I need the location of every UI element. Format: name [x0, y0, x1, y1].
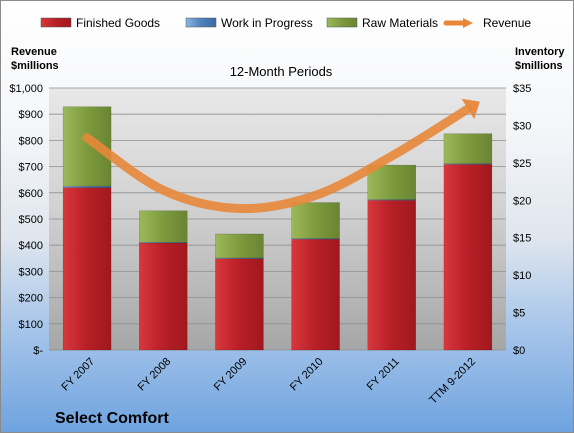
right-tick-label: $0: [513, 345, 525, 357]
bar-finished-goods: [443, 164, 493, 351]
bar-raw-materials: [443, 133, 493, 164]
x-tick-label: FY 2007: [59, 356, 97, 394]
x-tick-label: TTM 9-2012: [427, 356, 478, 407]
right-tick-label: $15: [513, 233, 531, 245]
chart-title: 12-Month Periods: [230, 64, 333, 79]
right-axis-ticks: $0 $5 $10 $15 $20 $25 $30 $35: [513, 83, 531, 357]
left-tick-label: $300: [19, 266, 43, 278]
revenue-line-path: [82, 104, 473, 214]
left-tick-label: $800: [19, 135, 43, 147]
bar-finished-goods: [367, 200, 416, 351]
left-tick-label: $-: [33, 345, 43, 357]
left-tick-label: $500: [19, 214, 43, 226]
legend-swatch-work-in-progress: [185, 17, 217, 28]
left-tick-label: $600: [19, 188, 43, 200]
legend-swatch-finished-goods: [40, 17, 72, 28]
right-tick-label: $25: [513, 158, 531, 170]
bar-finished-goods: [291, 238, 340, 351]
bar-raw-materials: [139, 210, 188, 243]
bar-raw-materials: [291, 202, 340, 239]
bar-finished-goods: [139, 242, 188, 351]
revenue-arrowhead: [461, 98, 480, 120]
legend-swatch-raw-materials: [326, 17, 358, 28]
x-axis-ticks: FY 2007 FY 2008 FY 2009 FY 2010 FY 2011 TTM 9…: [59, 356, 478, 407]
left-tick-label: $700: [19, 162, 43, 174]
x-tick-label: FY 2011: [365, 356, 402, 393]
left-tick-label: $100: [19, 319, 43, 331]
right-tick-label: $35: [513, 83, 531, 95]
left-tick-label: $900: [19, 109, 43, 121]
legend-label-finished-goods: Finished Goods: [76, 16, 160, 30]
x-tick-label: FY 2010: [288, 356, 326, 394]
bar-raw-materials: [215, 233, 264, 259]
left-tick-label: $400: [19, 240, 43, 252]
right-axis-title-line2: $millions: [515, 60, 563, 72]
left-axis-ticks: $- $100 $200 $300 $400 $500 $600 $700 $800 $900 $1…: [9, 83, 43, 357]
left-tick-label: $1,000: [9, 83, 43, 95]
right-tick-label: $20: [513, 195, 531, 207]
right-axis-title-line1: Inventory: [515, 46, 565, 58]
legend-label-revenue: Revenue: [483, 16, 531, 30]
left-axis-title-line2: $millions: [11, 60, 59, 72]
company-name: Select Comfort: [55, 410, 169, 427]
bars: [62, 106, 493, 351]
left-tick-label: $200: [19, 293, 43, 305]
left-axis-title-line1: Revenue: [11, 46, 57, 58]
bar-raw-materials: [367, 164, 416, 200]
right-tick-label: $5: [513, 308, 525, 320]
legend-swatch-revenue-arrow: [463, 18, 473, 28]
revenue-line: [82, 98, 480, 214]
x-tick-label: FY 2009: [212, 356, 250, 394]
x-tick-label: FY 2008: [136, 356, 174, 394]
right-tick-label: $30: [513, 120, 531, 132]
right-tick-label: $10: [513, 270, 531, 282]
bar-finished-goods: [215, 258, 264, 351]
legend: Finished Goods Work in Progress Raw Materi…: [40, 16, 531, 30]
legend-label-work-in-progress: Work in Progress: [221, 16, 313, 30]
bar-finished-goods: [62, 187, 112, 351]
legend-label-raw-materials: Raw Materials: [362, 16, 438, 30]
